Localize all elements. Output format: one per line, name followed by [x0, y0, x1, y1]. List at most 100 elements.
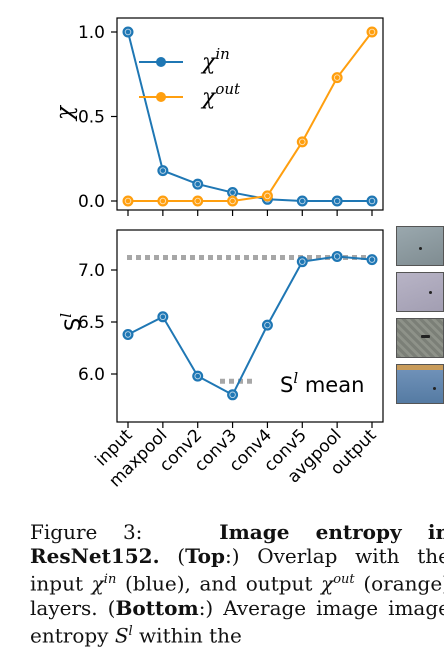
data-point	[261, 319, 273, 331]
data-point	[192, 370, 204, 382]
plot-frame	[116, 17, 384, 211]
caption-text: (	[159, 544, 186, 568]
plot-frame	[116, 229, 384, 423]
data-point	[331, 250, 343, 262]
data-point-ring	[229, 197, 236, 205]
data-point-ring	[333, 74, 341, 81]
data-point	[366, 254, 378, 266]
caption-text: :) Average image image entropy	[30, 595, 444, 648]
legend-marker	[156, 57, 166, 67]
legend-label: χin	[200, 45, 230, 75]
data-point	[331, 195, 343, 207]
data-point-ring	[159, 167, 167, 174]
data-point-ring	[124, 197, 132, 205]
chart-bottom-panel: 6.0 6.5 7.0 Sl	[57, 229, 384, 428]
y-tick-label: 6.0	[78, 365, 105, 385]
y-axis-label: χ	[52, 104, 78, 122]
caption-chi-symbol: χ	[321, 571, 334, 596]
data-point-ring	[299, 258, 306, 265]
thumbnail-1	[396, 226, 444, 266]
legend-label-main: χ	[200, 50, 217, 75]
y-axis-label-sup: l	[57, 313, 75, 318]
data-point	[296, 195, 308, 207]
y-tick-label: 1.0	[78, 23, 105, 43]
data-point-ring	[299, 197, 306, 205]
legend-label-sup: out	[215, 80, 241, 98]
thumbnail-object	[419, 247, 422, 250]
data-point	[192, 178, 204, 190]
data-point-ring	[264, 321, 271, 329]
mean-legend-suffix: mean	[298, 373, 364, 397]
figure-caption: Figure 3: Image entropy in ResNet152. (T…	[30, 520, 444, 647]
legend-label-main: χ	[200, 85, 217, 110]
data-point	[227, 389, 239, 401]
mean-legend-label: Sl mean	[280, 369, 364, 397]
legend-marker	[156, 92, 166, 102]
legend-label-sup: in	[215, 45, 229, 63]
figure: 0.0 0.5 1.0 χ 6.0 6.5 7.0 Sl χin χout Sl mean input…	[52, 17, 444, 491]
thumbnail-4	[396, 364, 444, 404]
data-point-ring	[368, 197, 376, 205]
data-point	[192, 195, 204, 207]
data-point-ring	[124, 28, 132, 36]
mean-legend-main: S	[280, 373, 293, 397]
thumbnail-object	[429, 291, 432, 294]
data-point-ring	[159, 197, 167, 205]
data-point	[261, 190, 273, 202]
data-point	[366, 195, 378, 207]
y-axis-label-main: S	[61, 318, 85, 331]
series-line-a	[127, 31, 372, 202]
y-tick-label: 0.0	[78, 192, 105, 212]
series-line-a	[127, 255, 373, 397]
data-point-ring	[333, 253, 341, 260]
caption-text: :) Overlap with the input	[30, 544, 444, 596]
y-tick-label: 6.5	[78, 313, 105, 333]
thumbnail-3	[396, 318, 444, 358]
data-point	[122, 328, 134, 340]
data-point	[157, 311, 169, 323]
data-point	[122, 195, 134, 207]
data-point-ring	[159, 313, 167, 321]
data-point-ring	[264, 192, 271, 200]
data-point-ring	[229, 391, 236, 399]
y-tick-label: 7.0	[78, 261, 105, 281]
mean-legend-sup: l	[293, 369, 298, 387]
caption-sup: l	[128, 623, 133, 639]
data-point	[296, 256, 308, 268]
data-point	[296, 136, 308, 148]
caption-title: Image entropy in ResNet152.	[30, 520, 444, 568]
caption-top-label: Top	[185, 544, 225, 568]
data-point	[157, 165, 169, 177]
data-point-ring	[299, 138, 306, 146]
series-line-b	[128, 31, 373, 202]
caption-figure-number: Figure 3:	[30, 520, 143, 544]
data-point	[331, 72, 343, 84]
data-point-ring	[368, 28, 376, 36]
caption-s-symbol: S	[114, 623, 129, 648]
legend-label: χout	[200, 80, 241, 110]
caption-text: within the	[132, 623, 242, 648]
data-point	[227, 195, 239, 207]
data-point-ring	[229, 189, 236, 196]
data-point	[366, 26, 378, 38]
caption-text: (orange) layers. (	[30, 571, 444, 620]
thumbnail-2	[396, 272, 444, 312]
caption-bottom-label: Bottom	[115, 595, 199, 620]
caption-chi-symbol: χ	[91, 571, 104, 596]
caption-text: (blue), and output	[116, 571, 322, 596]
data-point-ring	[368, 256, 376, 263]
data-point-ring	[194, 372, 201, 380]
data-point-ring	[333, 197, 341, 205]
caption-sup: in	[103, 572, 117, 587]
data-point	[122, 26, 134, 38]
thumbnail-object	[421, 335, 430, 338]
chart-top-panel: 0.0 0.5 1.0 χ	[52, 17, 384, 216]
data-point-ring	[124, 331, 132, 338]
y-axis-label: Sl	[57, 313, 85, 331]
data-point-ring	[194, 197, 201, 205]
data-point-ring	[194, 180, 201, 188]
data-point	[157, 195, 169, 207]
caption-sup: out	[333, 572, 355, 587]
